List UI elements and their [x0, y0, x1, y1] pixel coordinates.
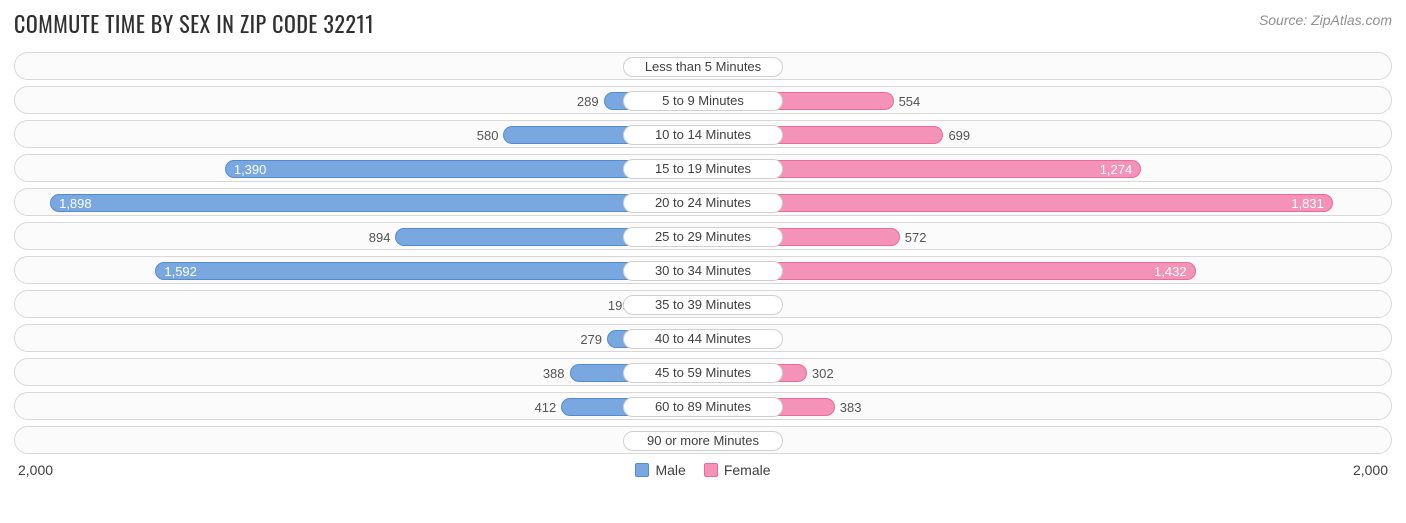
bar-male-value: 1,390 — [226, 161, 275, 179]
category-label: 90 or more Minutes — [623, 431, 783, 451]
chart-row: 2793840 to 44 Minutes — [14, 324, 1392, 352]
chart-row: 1,390 1,274 15 to 19 Minutes — [14, 154, 1392, 182]
category-label: 45 to 59 Minutes — [623, 363, 783, 383]
bar-female-value: 699 — [942, 127, 970, 145]
chart-title: Commute Time By Sex in Zip Code 32211 — [14, 8, 374, 40]
chart-row: 1,592 1,432 30 to 34 Minutes — [14, 256, 1392, 284]
category-label: 30 to 34 Minutes — [623, 261, 783, 281]
category-label: 60 to 89 Minutes — [623, 397, 783, 417]
chart-row: 6687Less than 5 Minutes — [14, 52, 1392, 80]
bar-female-value: 383 — [834, 399, 862, 417]
category-label: 5 to 9 Minutes — [623, 91, 783, 111]
legend: Male Female — [53, 462, 1353, 478]
category-label: Less than 5 Minutes — [623, 57, 783, 77]
chart-row: 580 699 10 to 14 Minutes — [14, 120, 1392, 148]
bar-female: 1,831 — [703, 194, 1333, 212]
legend-swatch — [635, 463, 649, 477]
legend-label: Male — [655, 462, 685, 478]
bar-female-value: 572 — [899, 229, 927, 247]
bar-female-value: 1,831 — [1283, 195, 1332, 213]
butterfly-chart: Commute Time By Sex in Zip Code 32211 So… — [0, 0, 1406, 523]
category-label: 40 to 44 Minutes — [623, 329, 783, 349]
category-label: 10 to 14 Minutes — [623, 125, 783, 145]
bar-female-value: 1,432 — [1146, 263, 1195, 281]
bar-male-value: 1,898 — [51, 195, 100, 213]
legend-item: Female — [704, 462, 771, 478]
bar-male: 1,592 — [155, 262, 703, 280]
chart-row: 289 554 5 to 9 Minutes — [14, 86, 1392, 114]
axis-label-left: 2,000 — [18, 462, 53, 478]
category-label: 20 to 24 Minutes — [623, 193, 783, 213]
axis-label-right: 2,000 — [1353, 462, 1388, 478]
category-label: 25 to 29 Minutes — [623, 227, 783, 247]
bar-female-value: 554 — [893, 93, 921, 111]
bar-male-value: 388 — [543, 365, 571, 383]
bar-male-value: 580 — [477, 127, 505, 145]
chart-row: 1999435 to 39 Minutes — [14, 290, 1392, 318]
bar-male-value: 412 — [535, 399, 563, 417]
category-label: 15 to 19 Minutes — [623, 159, 783, 179]
bar-male-value: 894 — [369, 229, 397, 247]
bar-male-value: 279 — [580, 331, 608, 349]
chart-row: 894 572 25 to 29 Minutes — [14, 222, 1392, 250]
chart-row: 1,898 1,831 20 to 24 Minutes — [14, 188, 1392, 216]
chart-row: 388 302 45 to 59 Minutes — [14, 358, 1392, 386]
legend-item: Male — [635, 462, 685, 478]
bar-female-value: 1,274 — [1092, 161, 1141, 179]
legend-swatch — [704, 463, 718, 477]
chart-source: Source: ZipAtlas.com — [1259, 8, 1392, 28]
chart-footer: 2,000 Male Female 2,000 — [10, 460, 1396, 478]
bar-male: 1,898 — [50, 194, 703, 212]
chart-header: Commute Time By Sex in Zip Code 32211 So… — [10, 8, 1396, 40]
chart-rows: 6687Less than 5 Minutes 289 554 5 to 9 Minu… — [10, 52, 1396, 454]
legend-label: Female — [724, 462, 771, 478]
category-label: 35 to 39 Minutes — [623, 295, 783, 315]
chart-row: 412 383 60 to 89 Minutes — [14, 392, 1392, 420]
chart-row: 995190 or more Minutes — [14, 426, 1392, 454]
bar-female-value: 302 — [806, 365, 834, 383]
bar-male-value: 289 — [577, 93, 605, 111]
bar-male-value: 1,592 — [156, 263, 205, 281]
